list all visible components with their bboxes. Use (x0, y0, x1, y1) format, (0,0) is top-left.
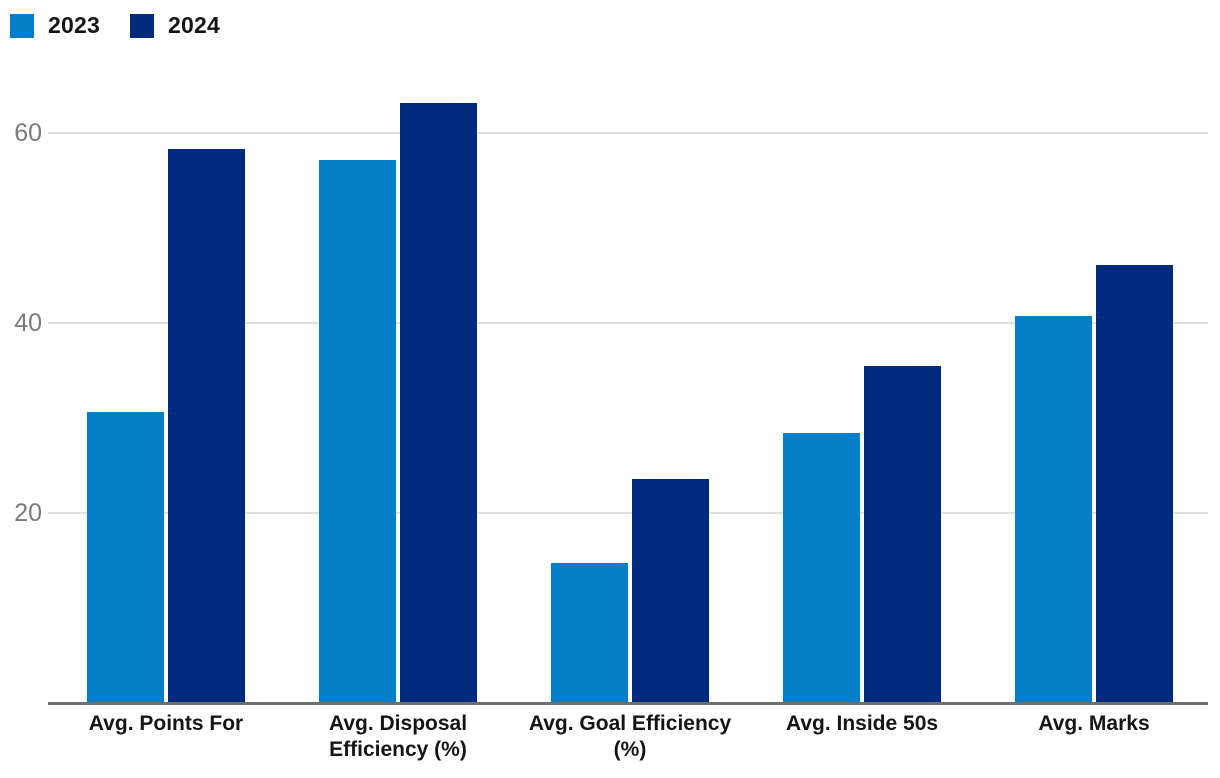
bar-2023-category-3 (551, 563, 628, 703)
category-label: Avg. Inside 50s (785, 712, 939, 735)
x-axis-line (48, 702, 1208, 705)
y-tick-label-20: 20 (14, 499, 42, 527)
gridline-20 (48, 512, 1208, 514)
bar-2024-category-2 (400, 103, 477, 703)
bar-2023-category-2 (319, 160, 396, 703)
bar-2024-category-5 (1096, 265, 1173, 703)
category-label: Avg. Points For (88, 712, 244, 735)
chart-legend: 2023 2024 (10, 12, 220, 39)
bar-2023-category-4 (783, 433, 860, 703)
legend-item-2023[interactable]: 2023 (10, 12, 100, 39)
y-tick-label-60: 60 (14, 119, 42, 147)
bar-2024-category-1 (168, 149, 245, 703)
y-tick-label-40: 40 (14, 309, 42, 337)
category-label: Avg. Marks (1038, 712, 1150, 735)
gridline-40 (48, 322, 1208, 324)
gridline-60 (48, 132, 1208, 134)
legend-label-2023: 2023 (48, 12, 100, 38)
bar-2023-category-5 (1015, 316, 1092, 703)
legend-label-2024: 2024 (167, 12, 220, 38)
category-label: Avg. Disposal Efficiency (%) (328, 712, 468, 761)
bar-2024-category-3 (632, 479, 709, 703)
legend-swatch-2023 (10, 13, 34, 38)
legend-item-2024[interactable]: 2024 (129, 12, 220, 39)
bar-2024-category-4 (864, 366, 941, 703)
bar-2023-category-1 (87, 412, 164, 703)
legend-swatch-2024 (129, 13, 154, 38)
category-label: Avg. Goal Efficiency (%) (528, 712, 732, 761)
